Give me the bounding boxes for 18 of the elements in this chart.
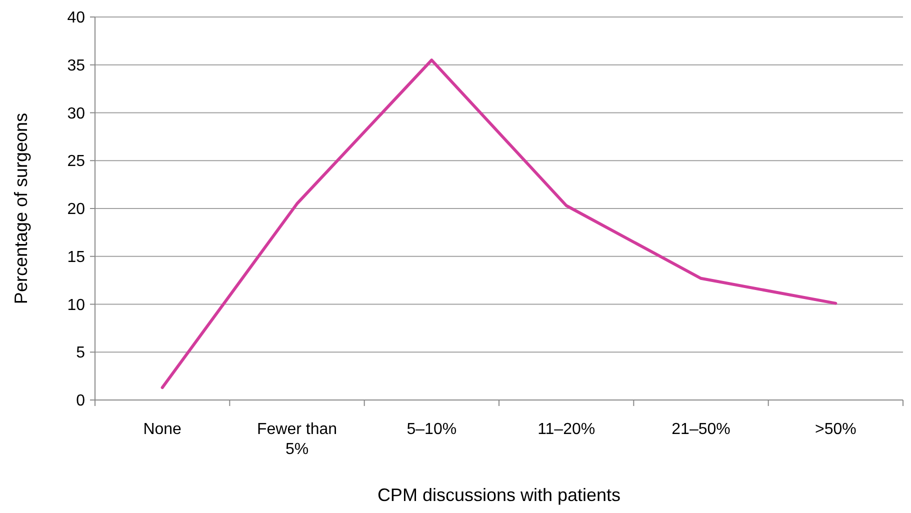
y-tick-label: 40 [67,10,86,27]
x-axis-title: CPM discussions with patients [377,485,621,505]
y-tick-label: 10 [67,296,86,314]
x-tick-label: 5–10% [406,421,457,438]
x-tick-label: 21–50% [672,421,730,438]
y-axis-title: Percentage of surgeons [11,112,31,304]
x-tick-label: None [143,421,182,438]
x-tick-label: Fewer than 5% [256,421,338,458]
y-tick-label: 20 [67,201,86,218]
line-series [160,58,838,390]
y-tick-label: 5 [76,344,86,362]
y-tick-label: 35 [67,57,86,74]
y-tick-label: 0 [76,392,86,410]
y-tick-label: 25 [67,153,86,170]
x-tick-label: 11–20% [538,421,596,438]
x-tick-label: >50% [814,421,856,438]
y-tick-label: 30 [67,105,86,122]
y-tick-label: 15 [67,248,86,266]
